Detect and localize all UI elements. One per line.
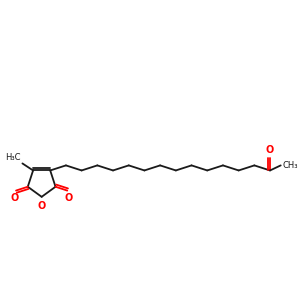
Text: H₃C: H₃C xyxy=(5,153,20,162)
Text: CH₃: CH₃ xyxy=(282,161,298,170)
Text: O: O xyxy=(38,201,46,211)
Text: O: O xyxy=(11,194,19,203)
Text: O: O xyxy=(266,145,274,155)
Text: O: O xyxy=(64,194,73,203)
